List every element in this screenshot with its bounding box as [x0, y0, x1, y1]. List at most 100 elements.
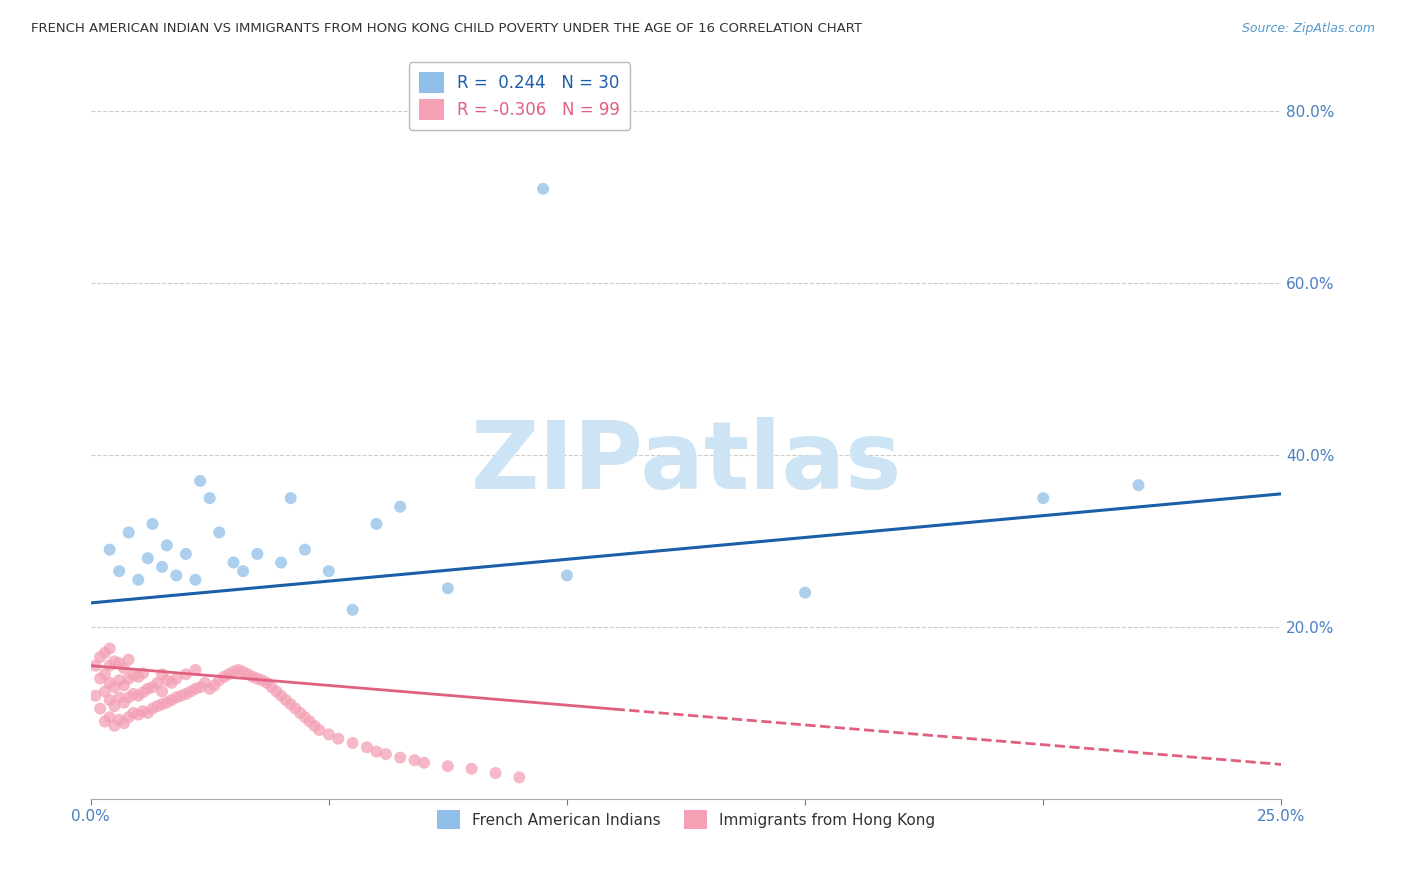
Point — [146, 676, 169, 690]
Point — [794, 585, 817, 599]
Point — [531, 182, 554, 196]
Point — [256, 676, 278, 690]
Point — [198, 681, 221, 696]
Point — [118, 672, 141, 686]
Point — [112, 696, 135, 710]
Point — [150, 667, 173, 681]
Text: ZIPatlas: ZIPatlas — [471, 417, 901, 509]
Point — [112, 661, 135, 675]
Point — [374, 747, 396, 761]
Point — [198, 491, 221, 505]
Point — [226, 663, 249, 677]
Point — [284, 701, 307, 715]
Point — [136, 706, 159, 720]
Point — [132, 685, 155, 699]
Point — [356, 740, 378, 755]
Point — [160, 693, 183, 707]
Point — [108, 656, 131, 670]
Point — [318, 564, 340, 578]
Point — [170, 689, 193, 703]
Point — [188, 680, 211, 694]
Point — [118, 525, 141, 540]
Point — [165, 568, 187, 582]
Point — [342, 603, 364, 617]
Point — [89, 701, 111, 715]
Point — [132, 666, 155, 681]
Point — [298, 714, 321, 729]
Point — [98, 542, 121, 557]
Point — [389, 500, 412, 514]
Point — [136, 551, 159, 566]
Point — [555, 568, 578, 582]
Point — [146, 699, 169, 714]
Point — [118, 710, 141, 724]
Point — [156, 538, 179, 552]
Point — [437, 582, 460, 596]
Point — [413, 756, 436, 770]
Point — [212, 670, 235, 684]
Point — [98, 658, 121, 673]
Point — [208, 525, 231, 540]
Point — [184, 663, 207, 677]
Point — [232, 665, 254, 679]
Point — [94, 667, 117, 681]
Text: FRENCH AMERICAN INDIAN VS IMMIGRANTS FROM HONG KONG CHILD POVERTY UNDER THE AGE : FRENCH AMERICAN INDIAN VS IMMIGRANTS FRO… — [31, 22, 862, 36]
Point — [280, 491, 302, 505]
Point — [236, 667, 259, 681]
Point — [280, 698, 302, 712]
Point — [150, 684, 173, 698]
Point — [122, 687, 145, 701]
Point — [103, 680, 125, 694]
Point — [184, 681, 207, 696]
Point — [112, 716, 135, 731]
Point — [1128, 478, 1150, 492]
Point — [404, 753, 426, 767]
Point — [98, 641, 121, 656]
Point — [98, 676, 121, 690]
Point — [150, 559, 173, 574]
Point — [156, 673, 179, 688]
Point — [222, 665, 245, 679]
Point — [304, 719, 326, 733]
Point — [274, 693, 297, 707]
Point — [103, 654, 125, 668]
Point — [294, 542, 316, 557]
Point — [108, 690, 131, 705]
Point — [118, 653, 141, 667]
Point — [184, 573, 207, 587]
Point — [342, 736, 364, 750]
Point — [122, 706, 145, 720]
Point — [160, 676, 183, 690]
Point — [122, 668, 145, 682]
Point — [118, 690, 141, 705]
Point — [165, 690, 187, 705]
Point — [108, 713, 131, 727]
Point — [141, 701, 163, 715]
Point — [127, 707, 149, 722]
Point — [94, 646, 117, 660]
Point — [328, 731, 350, 746]
Point — [174, 547, 197, 561]
Point — [94, 714, 117, 729]
Point — [460, 762, 482, 776]
Point — [174, 667, 197, 681]
Legend: French American Indians, Immigrants from Hong Kong: French American Indians, Immigrants from… — [430, 805, 941, 835]
Point — [232, 564, 254, 578]
Point — [218, 667, 240, 681]
Point — [136, 681, 159, 696]
Point — [132, 704, 155, 718]
Point — [108, 564, 131, 578]
Point — [127, 670, 149, 684]
Point — [103, 699, 125, 714]
Point — [366, 516, 388, 531]
Point — [108, 673, 131, 688]
Point — [89, 672, 111, 686]
Point — [246, 547, 269, 561]
Point — [194, 676, 217, 690]
Point — [84, 689, 107, 703]
Point — [127, 689, 149, 703]
Point — [94, 684, 117, 698]
Point — [246, 672, 269, 686]
Point — [308, 723, 330, 737]
Point — [180, 684, 202, 698]
